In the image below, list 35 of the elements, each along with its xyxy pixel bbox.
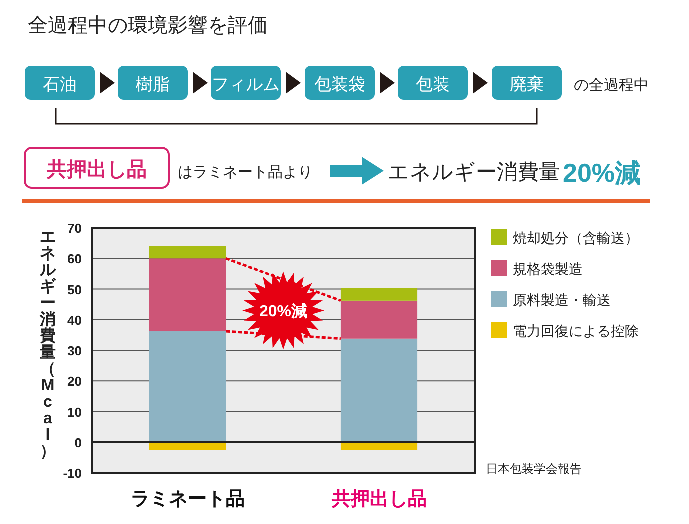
x-tick-label: ラミネート品 — [130, 489, 245, 510]
bar — [340, 288, 418, 301]
text: 廃棄 — [510, 75, 544, 94]
y-tick-label: 30 — [68, 344, 82, 358]
bar — [340, 300, 418, 339]
y-tick-label: 40 — [68, 312, 82, 328]
text: 包装 — [416, 75, 450, 94]
y-tick-label: -10 — [63, 466, 82, 481]
legend-label: 焼却処分（含輸送） — [513, 230, 639, 246]
text: エネルギー消費量 — [388, 161, 560, 184]
text: 日本包装学会報告 — [486, 462, 582, 476]
text: の全過程中 — [574, 77, 649, 94]
y-tick-label: 60 — [68, 252, 82, 267]
bar — [149, 332, 226, 442]
legend-label: 電力回復による控除 — [513, 323, 639, 339]
annotation: 20%減 — [259, 302, 308, 321]
text: 20%減 — [563, 158, 642, 188]
y-tick-label: 70 — [68, 221, 82, 236]
legend-label: 原料製造・輸送 — [513, 292, 611, 308]
text: 石油 — [43, 75, 77, 94]
bar — [340, 338, 418, 442]
text: 樹脂 — [136, 75, 170, 94]
title: 全過程中の環境影響を評価 — [28, 15, 268, 37]
text: フィルム — [212, 75, 280, 94]
y-tick-label: 0 — [74, 435, 82, 450]
text: エネルギー消費量（Mcal） — [40, 229, 56, 460]
y-tick-label: 50 — [68, 282, 82, 298]
bar — [149, 246, 226, 259]
text: 共押出し品 — [46, 159, 147, 181]
y-tick-label: 10 — [68, 404, 82, 420]
y-tick-label: 20 — [68, 374, 82, 390]
text: 包装袋 — [314, 75, 366, 94]
bar — [149, 258, 226, 332]
legend-label: 規格袋製造 — [513, 261, 583, 277]
text: はラミネート品より — [178, 164, 313, 181]
